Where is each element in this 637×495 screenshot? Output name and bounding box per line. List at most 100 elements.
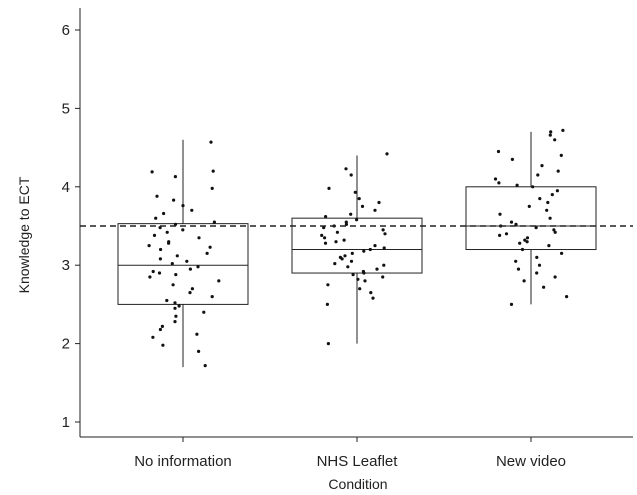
data-point <box>196 265 200 269</box>
data-point <box>381 275 385 279</box>
data-point <box>208 245 212 249</box>
data-point <box>185 259 189 263</box>
data-point <box>165 230 169 234</box>
data-point <box>381 228 385 232</box>
data-point <box>504 232 509 236</box>
data-point <box>326 342 330 346</box>
data-point <box>320 233 324 237</box>
y-tick-label: 2 <box>62 336 70 353</box>
data-point <box>535 255 539 259</box>
data-point <box>190 208 194 212</box>
data-point <box>197 349 201 353</box>
data-point <box>173 306 177 310</box>
data-point <box>497 181 501 185</box>
data-point <box>547 244 551 248</box>
data-point <box>349 173 353 177</box>
data-point <box>202 310 206 314</box>
data-point <box>550 193 554 197</box>
data-point <box>334 240 338 244</box>
data-point <box>212 220 216 224</box>
data-point <box>556 169 560 173</box>
data-point <box>353 190 357 194</box>
plot-area <box>117 131 597 368</box>
data-point <box>343 254 347 258</box>
data-point <box>209 140 213 144</box>
data-point <box>346 265 350 269</box>
data-point <box>377 200 381 205</box>
data-point <box>210 186 214 190</box>
data-point <box>170 262 174 266</box>
x-tick-label: No information <box>134 453 232 470</box>
data-point <box>210 295 214 299</box>
data-point <box>160 324 164 328</box>
data-point <box>509 220 514 224</box>
data-point <box>188 267 192 271</box>
data-point <box>520 247 525 252</box>
data-point <box>546 200 550 205</box>
data-point <box>174 273 178 277</box>
data-point <box>525 240 529 244</box>
data-point <box>355 218 359 222</box>
data-point <box>498 233 502 237</box>
data-point <box>545 208 549 212</box>
data-point <box>167 241 171 245</box>
data-point <box>177 304 181 308</box>
x-axis-title: Condition <box>328 476 387 492</box>
data-point <box>349 212 353 216</box>
data-point <box>333 262 337 266</box>
data-point <box>151 269 155 274</box>
data-point <box>197 236 201 240</box>
data-point <box>515 183 519 187</box>
data-point <box>555 189 560 193</box>
data-point <box>211 169 215 173</box>
data-point <box>536 173 540 177</box>
data-point <box>173 175 177 179</box>
data-point <box>171 283 175 287</box>
data-point <box>553 275 557 279</box>
box-iqr <box>465 186 597 251</box>
x-tick-label: New video <box>496 453 566 470</box>
y-tick-label: 3 <box>62 257 70 274</box>
data-point <box>382 263 386 267</box>
box-iqr <box>117 223 249 305</box>
data-point <box>324 215 328 219</box>
data-point <box>335 230 339 234</box>
data-point <box>375 267 379 271</box>
data-points <box>147 128 569 368</box>
data-point <box>385 152 389 156</box>
data-point <box>559 153 563 157</box>
data-point <box>542 285 546 289</box>
data-point <box>351 273 355 277</box>
data-point <box>382 246 386 250</box>
data-point <box>349 259 354 263</box>
data-point <box>548 216 552 220</box>
x-tick-label: NHS Leaflet <box>317 453 399 470</box>
data-point <box>326 283 330 287</box>
data-point <box>498 212 502 216</box>
data-point <box>509 302 514 306</box>
data-point <box>360 204 365 208</box>
data-point <box>173 222 178 226</box>
data-point <box>203 364 207 368</box>
data-point <box>165 298 169 303</box>
data-point <box>523 238 527 242</box>
data-point <box>323 236 327 240</box>
data-point <box>368 247 372 252</box>
data-point <box>158 327 162 332</box>
data-point <box>548 133 552 137</box>
y-tick-label: 1 <box>62 414 70 431</box>
data-point <box>369 291 373 295</box>
data-point <box>350 251 354 255</box>
data-point <box>161 343 165 347</box>
data-point <box>158 257 162 261</box>
data-point <box>560 251 564 255</box>
x-axis: No information NHS Leaflet New video <box>80 436 633 470</box>
data-point <box>152 233 157 237</box>
data-point <box>525 236 530 240</box>
data-point <box>553 138 557 142</box>
data-point <box>188 291 192 295</box>
data-point <box>205 251 209 255</box>
data-point <box>217 279 221 283</box>
data-point <box>531 185 535 189</box>
